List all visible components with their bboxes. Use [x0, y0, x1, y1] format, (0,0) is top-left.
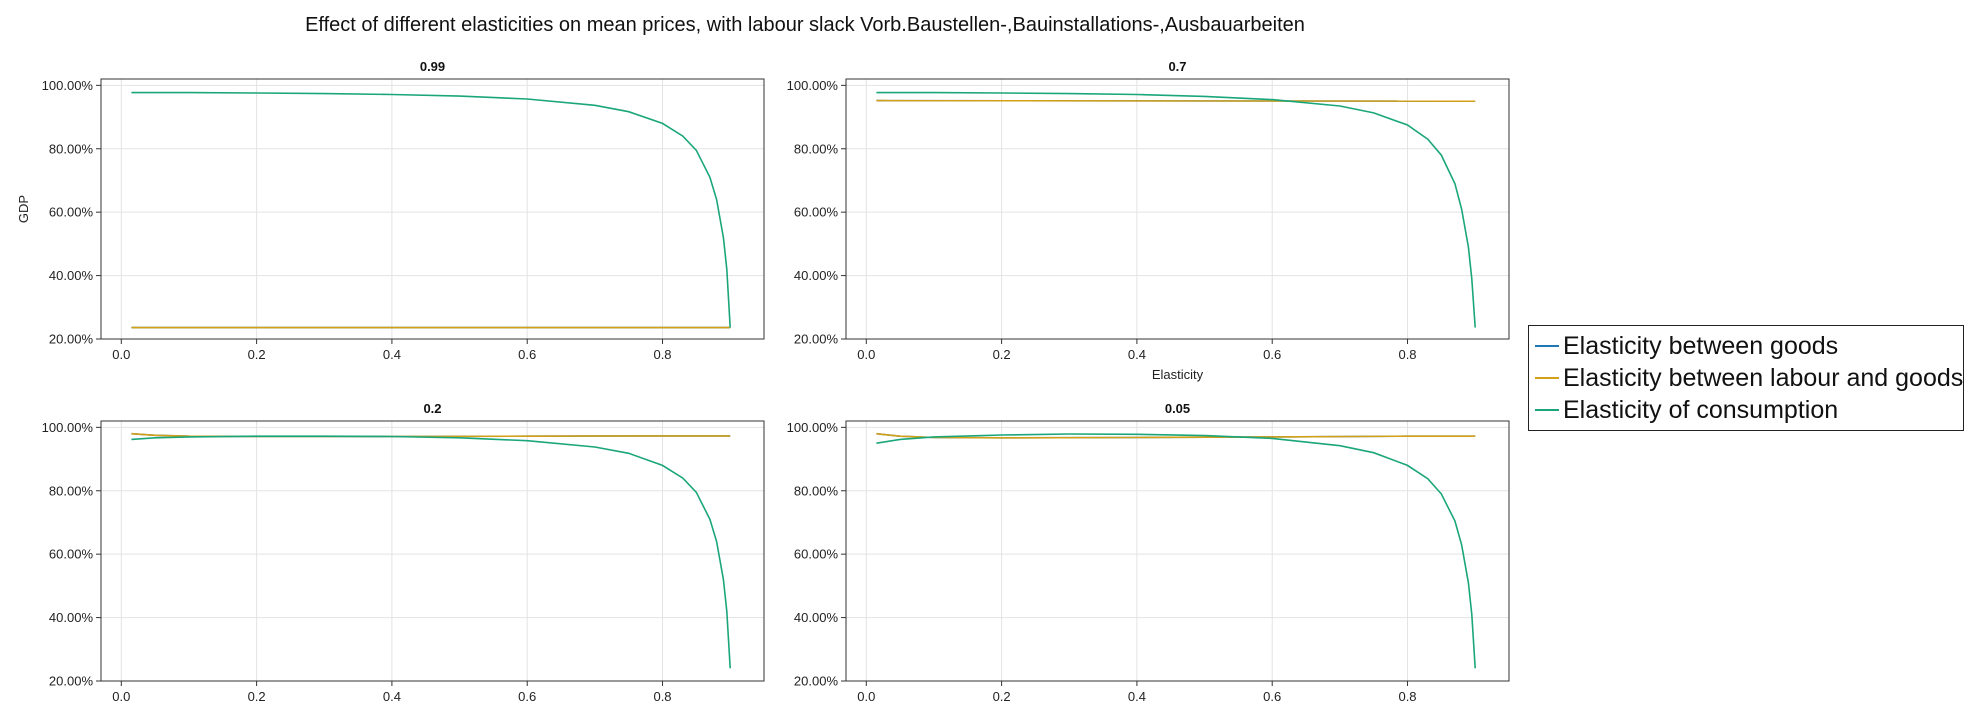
series-line-1: [876, 432, 1476, 439]
x-tick-label: 0.6: [1263, 689, 1281, 704]
x-tick-label: 0.8: [1398, 347, 1416, 362]
legend-label-labour-goods: Elasticity between labour and goods: [1563, 363, 1964, 392]
series-line-2: [876, 91, 1476, 328]
chart-panel-1: 0.0 0.2 0.4 0.6 0.8 20.00% 40.00% 60.00% 80.00% 1…: [787, 59, 1510, 382]
y-tick-label: 20.00%: [49, 674, 94, 689]
x-tick-label: 0.6: [518, 347, 536, 362]
x-tick-label: 0.8: [653, 689, 671, 704]
x-tick-label: 0.0: [112, 689, 130, 704]
figure-title: Effect of different elasticities on mean…: [305, 14, 1305, 36]
x-tick-label: 0.0: [857, 689, 875, 704]
x-tick-label: 0.6: [1263, 347, 1281, 362]
panel-title: 0.05: [1165, 401, 1190, 416]
legend-item-goods: Elasticity between goods: [1535, 330, 1957, 362]
series-line-2: [131, 91, 731, 328]
x-tick-label: 0.8: [653, 347, 671, 362]
y-tick-label: 100.00%: [42, 78, 94, 93]
y-tick-label: 80.00%: [794, 483, 839, 498]
y-tick-label: 20.00%: [794, 674, 839, 689]
chart-panel-0: 0.0 0.2 0.4 0.6 0.8 20.00% 40.00% 60.00% 80.00% 1…: [16, 59, 765, 362]
series-line-2: [131, 435, 731, 669]
x-tick-label: 0.0: [857, 347, 875, 362]
y-tick-label: 40.00%: [49, 268, 94, 283]
y-tick-label: 40.00%: [794, 610, 839, 625]
series-line-2: [876, 433, 1476, 669]
y-tick-label: 80.00%: [49, 141, 94, 156]
x-axis-label: Elasticity: [1152, 367, 1204, 382]
y-tick-label: 80.00%: [49, 483, 94, 498]
x-tick-label: 0.0: [112, 347, 130, 362]
plot-frame: [845, 78, 1510, 340]
x-tick-label: 0.2: [993, 347, 1011, 362]
y-tick-label: 100.00%: [787, 420, 839, 435]
y-tick-label: 20.00%: [794, 332, 839, 347]
x-tick-label: 0.4: [1128, 689, 1146, 704]
legend-item-consumption: Elasticity of consumption: [1535, 394, 1957, 426]
y-tick-label: 80.00%: [794, 141, 839, 156]
x-tick-label: 0.2: [993, 689, 1011, 704]
y-tick-label: 60.00%: [49, 205, 94, 220]
plot-frame: [845, 420, 1510, 682]
legend-swatch-labour-goods: [1535, 377, 1559, 379]
y-tick-label: 20.00%: [49, 332, 94, 347]
y-tick-label: 60.00%: [49, 547, 94, 562]
panel-title: 0.7: [1168, 59, 1186, 74]
y-axis-label: GDP: [16, 195, 31, 223]
x-tick-label: 0.2: [248, 689, 266, 704]
y-tick-label: 100.00%: [787, 78, 839, 93]
y-tick-label: 100.00%: [42, 420, 94, 435]
x-tick-label: 0.8: [1398, 689, 1416, 704]
panel-title: 0.2: [423, 401, 441, 416]
legend-label-consumption: Elasticity of consumption: [1563, 395, 1839, 424]
x-tick-label: 0.4: [383, 347, 401, 362]
x-tick-label: 0.6: [518, 689, 536, 704]
y-tick-label: 60.00%: [794, 205, 839, 220]
plot-frame: [100, 78, 765, 340]
panel-title: 0.99: [420, 59, 445, 74]
y-tick-label: 40.00%: [794, 268, 839, 283]
legend-label-goods: Elasticity between goods: [1563, 331, 1839, 360]
legend-item-labour-goods: Elasticity between labour and goods: [1535, 362, 1963, 394]
legend-swatch-goods: [1535, 345, 1559, 347]
plot-frame: [100, 420, 765, 682]
x-tick-label: 0.4: [383, 689, 401, 704]
x-tick-label: 0.2: [248, 347, 266, 362]
y-tick-label: 60.00%: [794, 547, 839, 562]
chart-panel-2: 0.0 0.2 0.4 0.6 0.8 20.00% 40.00% 60.00% 80.00% 1…: [42, 401, 765, 704]
legend: Elasticity between goods Elasticity betw…: [1528, 325, 1964, 431]
chart-panel-3: 0.0 0.2 0.4 0.6 0.8 20.00% 40.00% 60.00% 80.00% 1…: [787, 401, 1510, 704]
series-line-1: [876, 99, 1476, 102]
legend-swatch-consumption: [1535, 409, 1559, 411]
y-tick-label: 40.00%: [49, 610, 94, 625]
x-tick-label: 0.4: [1128, 347, 1146, 362]
